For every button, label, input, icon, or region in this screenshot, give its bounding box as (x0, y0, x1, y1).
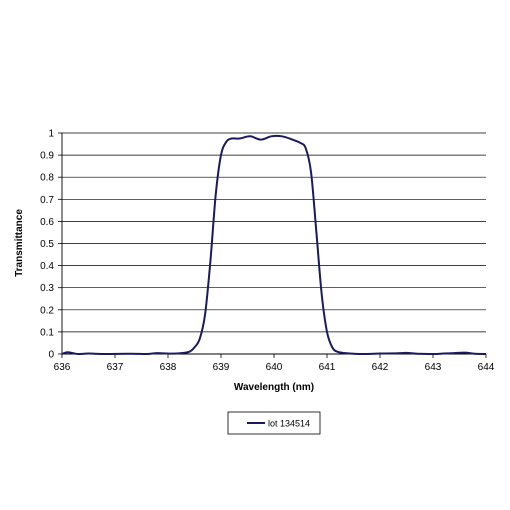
series-layer (61, 134, 487, 356)
x-tick-label: 636 (54, 362, 71, 373)
legend: lot 134514 (227, 411, 321, 435)
y-tick-label: 0.7 (40, 195, 54, 206)
y-axis-title: Transmittance (14, 209, 25, 277)
y-tick-label: 0 (48, 350, 54, 361)
legend-box (227, 411, 321, 435)
x-tick-label: 643 (425, 362, 442, 373)
series-line-lot-134514 (61, 134, 487, 356)
y-tick-label: 0.9 (40, 151, 54, 162)
y-tick-label: 0.5 (40, 239, 54, 250)
x-tick-label: 639 (213, 362, 230, 373)
x-tick-label: 641 (319, 362, 336, 373)
x-tick-label: 640 (266, 362, 283, 373)
x-tick-labels: 636 637 638 639 640 641 642 643 644 (54, 362, 495, 373)
y-tick-label: 0.3 (40, 283, 54, 294)
y-tick-labels: 0 0.1 0.2 0.3 0.4 0.5 0.6 0.7 0.8 0.9 1 (40, 129, 54, 361)
y-tick-label: 0.8 (40, 173, 54, 184)
y-tick-label: 0.6 (40, 217, 54, 228)
y-tick-label: 0.4 (40, 261, 54, 272)
y-tick-label: 0.1 (40, 327, 54, 338)
x-tick-label: 637 (107, 362, 124, 373)
legend-label: lot 134514 (268, 419, 310, 429)
x-tick-label: 638 (160, 362, 177, 373)
x-tick-label: 644 (478, 362, 495, 373)
y-tick-label: 1 (48, 129, 54, 140)
x-axis-title: Wavelength (nm) (234, 382, 314, 393)
y-tick-label: 0.2 (40, 305, 54, 316)
x-tick-label: 642 (372, 362, 389, 373)
axes (58, 132, 487, 358)
gridlines (62, 132, 486, 333)
